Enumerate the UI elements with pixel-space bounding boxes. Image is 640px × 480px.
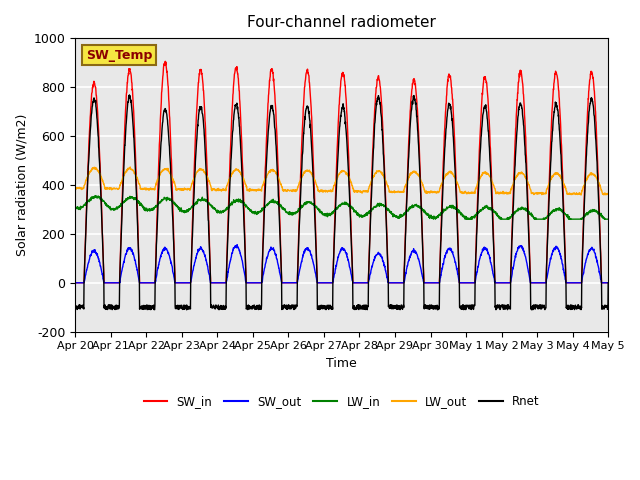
LW_out — [71, 186, 79, 192]
LW_in — [429, 216, 437, 222]
LW_out — [572, 191, 580, 197]
Rnet — [369, 163, 376, 169]
SW_out — [369, 262, 376, 267]
Line: SW_in: SW_in — [75, 61, 608, 283]
LW_in — [220, 208, 228, 214]
SW_in — [604, 280, 612, 286]
Text: SW_Temp: SW_Temp — [86, 48, 152, 61]
LW_in — [71, 205, 79, 211]
SW_out — [233, 242, 241, 248]
Rnet — [220, 305, 228, 311]
Y-axis label: Solar radiation (W/m2): Solar radiation (W/m2) — [15, 114, 28, 256]
SW_in — [357, 280, 365, 286]
Rnet — [604, 280, 612, 286]
LW_out — [577, 192, 585, 198]
Title: Four-channel radiometer: Four-channel radiometer — [247, 15, 436, 30]
SW_out — [357, 280, 365, 286]
SW_in — [557, 140, 565, 145]
Rnet — [357, 306, 365, 312]
LW_in — [497, 215, 504, 220]
Rnet — [125, 92, 133, 98]
LW_in — [557, 209, 565, 215]
LW_in — [573, 216, 580, 222]
SW_out — [604, 280, 612, 286]
SW_out — [497, 280, 504, 286]
Line: LW_in: LW_in — [75, 196, 608, 219]
LW_out — [604, 192, 612, 197]
SW_out — [557, 256, 565, 262]
SW_in — [220, 280, 228, 286]
Line: Rnet: Rnet — [75, 95, 608, 310]
LW_out — [497, 189, 504, 195]
SW_in — [369, 150, 376, 156]
Rnet — [497, 303, 504, 309]
Rnet — [557, 167, 565, 172]
Line: SW_out: SW_out — [75, 245, 608, 283]
SW_in — [71, 280, 79, 286]
Rnet — [396, 307, 404, 312]
SW_out — [572, 280, 580, 286]
Line: LW_out: LW_out — [75, 167, 608, 195]
X-axis label: Time: Time — [326, 357, 357, 370]
SW_in — [497, 280, 504, 286]
SW_in — [161, 59, 169, 64]
LW_out — [557, 174, 565, 180]
SW_in — [572, 280, 580, 286]
LW_in — [369, 207, 376, 213]
LW_in — [357, 213, 365, 218]
Rnet — [573, 306, 580, 312]
LW_out — [357, 189, 365, 194]
LW_out — [126, 164, 134, 170]
SW_out — [220, 280, 228, 286]
Rnet — [71, 304, 79, 310]
Legend: SW_in, SW_out, LW_in, LW_out, Rnet: SW_in, SW_out, LW_in, LW_out, Rnet — [139, 390, 545, 413]
LW_out — [369, 176, 376, 181]
LW_in — [92, 193, 99, 199]
SW_out — [71, 280, 79, 286]
LW_out — [220, 187, 228, 193]
LW_in — [604, 216, 612, 222]
